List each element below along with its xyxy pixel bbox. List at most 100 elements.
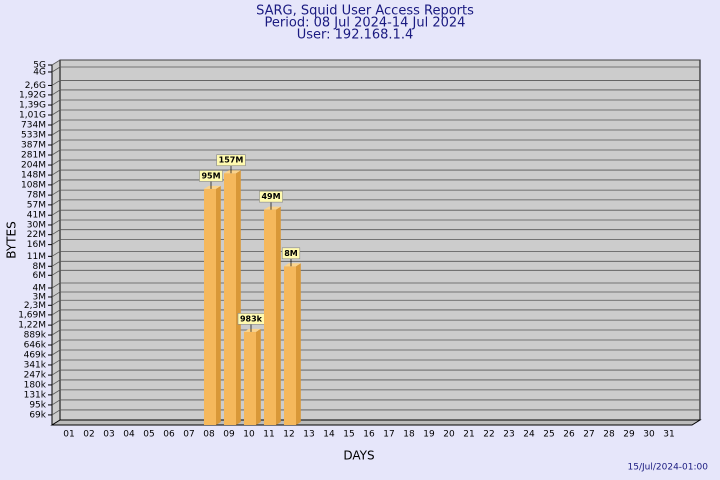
value-label: 157M	[219, 156, 244, 165]
x-tick-label: 15	[343, 430, 354, 440]
x-tick-label: 19	[423, 430, 435, 440]
bar-top	[224, 170, 241, 174]
grid-line	[51, 299, 700, 306]
grid-line	[51, 379, 700, 386]
y-tick-label: 2,3M	[24, 301, 46, 311]
x-tick-label: 07	[183, 430, 194, 440]
grid-line	[51, 139, 700, 146]
y-tick-label: 646k	[24, 340, 47, 350]
y-tick-label: 889k	[24, 331, 47, 341]
y-tick-label: 734M	[21, 120, 46, 130]
grid-line	[51, 359, 700, 366]
y-tick-label: 108M	[21, 180, 46, 190]
x-tick-label: 08	[203, 430, 215, 440]
y-tick-label: 16M	[27, 240, 46, 250]
y-tick-label: 4G	[33, 67, 46, 77]
x-tick-label: 30	[643, 430, 655, 440]
bar-top	[264, 206, 281, 210]
grid-line	[51, 199, 700, 206]
grid-line	[51, 349, 700, 356]
bar	[244, 331, 256, 425]
subtitle: User: 192.168.1.4	[297, 28, 413, 43]
value-label-box	[216, 154, 246, 167]
value-label-box	[281, 247, 301, 260]
x-axis-label: DAYS	[343, 449, 374, 463]
y-tick-label: 4M	[33, 283, 47, 293]
grid-line	[51, 369, 700, 376]
grid-line	[51, 329, 700, 336]
x-tick-label: 27	[583, 430, 594, 440]
grid-line	[51, 149, 700, 156]
y-tick-label: 41M	[27, 211, 46, 221]
grid-line	[51, 399, 700, 406]
y-tick-label: 387M	[21, 141, 46, 151]
grid-line	[51, 66, 700, 73]
bar-side	[216, 185, 221, 425]
y-tick-label: 78M	[27, 191, 46, 201]
y-tick-label: 1,39G	[19, 101, 46, 111]
bar-side	[276, 206, 281, 425]
x-tick-label: 02	[83, 430, 94, 440]
bar-side	[296, 263, 301, 425]
x-tick-label: 23	[503, 430, 514, 440]
chart-title: SARG, Squid User Access Reports	[256, 4, 474, 19]
y-axis-label: BYTES	[5, 221, 19, 258]
y-tick-label: 204M	[21, 161, 46, 171]
value-label: 983k	[240, 314, 263, 323]
grid-line	[51, 339, 700, 346]
bar	[224, 173, 236, 425]
grid-line	[51, 179, 700, 186]
x-tick-label: 05	[143, 430, 154, 440]
y-tick-label: 1,69M	[18, 310, 46, 320]
y-tick-label: 1,22M	[18, 321, 46, 331]
y-tick-label: 95k	[29, 400, 46, 410]
bar-top	[204, 185, 221, 189]
bar	[204, 188, 216, 425]
x-tick-label: 03	[103, 430, 114, 440]
x-tick-label: 01	[63, 430, 74, 440]
x-tick-label: 13	[303, 430, 314, 440]
grid-line	[51, 109, 700, 116]
x-tick-label: 04	[123, 430, 135, 440]
grid-line	[51, 159, 700, 166]
x-tick-label: 18	[403, 430, 415, 440]
grid-line	[51, 269, 700, 276]
x-tick-label: 22	[483, 430, 494, 440]
x-tick-label: 26	[563, 430, 575, 440]
grid-line	[51, 99, 700, 106]
y-tick-label: 131k	[24, 390, 47, 400]
y-tick-label: 469k	[24, 351, 47, 361]
x-tick-label: 16	[363, 430, 375, 440]
grid-line	[51, 409, 700, 416]
timestamp: 15/Jul/2024-01:00	[628, 463, 709, 473]
x-tick-label: 12	[283, 430, 294, 440]
floor	[50, 419, 702, 426]
x-tick-label: 24	[523, 430, 535, 440]
x-tick-label: 14	[323, 430, 335, 440]
bar-top	[284, 263, 301, 267]
x-tick-label: 20	[443, 430, 455, 440]
value-label-box	[259, 190, 283, 203]
bar-side	[236, 170, 241, 425]
grid-line	[51, 129, 700, 136]
value-label: 8M	[284, 249, 298, 258]
y-tick-label: 69k	[29, 410, 46, 420]
grid-line	[51, 229, 700, 236]
x-tick-label: 17	[383, 430, 394, 440]
grid-line	[51, 169, 700, 176]
grid-line	[51, 119, 700, 126]
grid-line	[51, 319, 700, 326]
subtitle: Period: 08 Jul 2024-14 Jul 2024	[265, 16, 466, 31]
bar-side	[256, 328, 261, 425]
x-tick-label: 09	[223, 430, 235, 440]
grid-line	[51, 59, 700, 66]
y-tick-label: 180k	[24, 380, 47, 390]
x-tick-label: 25	[543, 430, 554, 440]
y-tick-label: 5G	[33, 61, 46, 71]
bar	[284, 266, 296, 425]
y-tick-label: 30M	[27, 220, 46, 230]
grid-line	[51, 250, 700, 257]
value-label: 95M	[201, 171, 220, 180]
grid-line	[51, 89, 700, 96]
